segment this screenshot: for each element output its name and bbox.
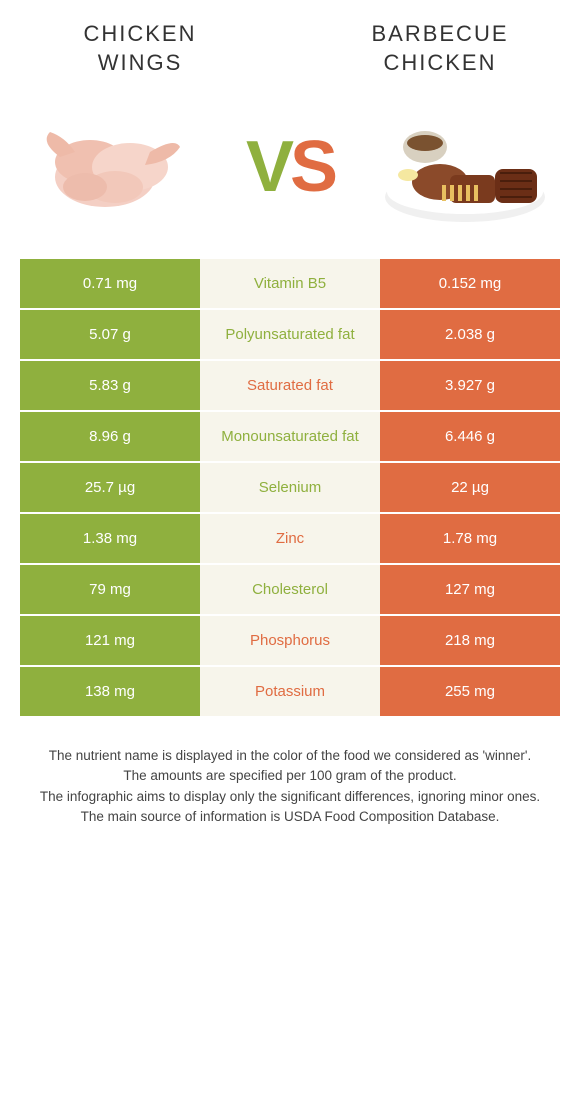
left-value: 1.38 mg xyxy=(20,514,200,563)
table-row: 79 mgCholesterol127 mg xyxy=(20,563,560,614)
nutrient-label: Selenium xyxy=(200,463,380,512)
nutrient-label: Vitamin B5 xyxy=(200,259,380,308)
right-title-line1: BARBECUE xyxy=(330,20,550,49)
nutrient-label: Potassium xyxy=(200,667,380,716)
left-title-line1: CHICKEN xyxy=(30,20,250,49)
right-value: 22 µg xyxy=(380,463,560,512)
vs-row: VS xyxy=(0,87,580,257)
right-value: 3.927 g xyxy=(380,361,560,410)
nutrient-label: Saturated fat xyxy=(200,361,380,410)
vs-label: VS xyxy=(246,126,334,208)
table-row: 25.7 µgSelenium22 µg xyxy=(20,461,560,512)
table-row: 0.71 mgVitamin B50.152 mg xyxy=(20,257,560,308)
left-value: 5.83 g xyxy=(20,361,200,410)
right-value: 0.152 mg xyxy=(380,259,560,308)
nutrient-label: Zinc xyxy=(200,514,380,563)
table-row: 8.96 gMonounsaturated fat6.446 g xyxy=(20,410,560,461)
nutrient-label: Phosphorus xyxy=(200,616,380,665)
table-row: 5.07 gPolyunsaturated fat2.038 g xyxy=(20,308,560,359)
left-value: 5.07 g xyxy=(20,310,200,359)
right-title-line2: CHICKEN xyxy=(330,49,550,78)
footnotes: The nutrient name is displayed in the co… xyxy=(0,716,580,847)
nutrient-label: Polyunsaturated fat xyxy=(200,310,380,359)
footnote-line: The amounts are specified per 100 gram o… xyxy=(15,766,565,786)
left-food-title: CHICKEN WINGS xyxy=(30,20,250,77)
vs-v: V xyxy=(246,127,290,207)
footnote-line: The main source of information is USDA F… xyxy=(15,807,565,827)
table-row: 1.38 mgZinc1.78 mg xyxy=(20,512,560,563)
table-row: 138 mgPotassium255 mg xyxy=(20,665,560,716)
left-value: 25.7 µg xyxy=(20,463,200,512)
left-value: 0.71 mg xyxy=(20,259,200,308)
header: CHICKEN WINGS BARBECUE CHICKEN xyxy=(0,0,580,87)
footnote-line: The nutrient name is displayed in the co… xyxy=(15,746,565,766)
nutrient-table: 0.71 mgVitamin B50.152 mg5.07 gPolyunsat… xyxy=(20,257,560,716)
left-value: 121 mg xyxy=(20,616,200,665)
left-value: 138 mg xyxy=(20,667,200,716)
vs-s: S xyxy=(290,127,334,207)
table-row: 121 mgPhosphorus218 mg xyxy=(20,614,560,665)
right-value: 6.446 g xyxy=(380,412,560,461)
nutrient-label: Monounsaturated fat xyxy=(200,412,380,461)
right-value: 218 mg xyxy=(380,616,560,665)
left-value: 8.96 g xyxy=(20,412,200,461)
left-title-line2: WINGS xyxy=(30,49,250,78)
right-food-title: BARBECUE CHICKEN xyxy=(330,20,550,77)
footnote-line: The infographic aims to display only the… xyxy=(15,787,565,807)
chicken-wings-icon xyxy=(30,97,200,237)
right-value: 1.78 mg xyxy=(380,514,560,563)
table-row: 5.83 gSaturated fat3.927 g xyxy=(20,359,560,410)
right-value: 255 mg xyxy=(380,667,560,716)
right-value: 2.038 g xyxy=(380,310,560,359)
barbecue-chicken-icon xyxy=(380,97,550,237)
left-value: 79 mg xyxy=(20,565,200,614)
nutrient-label: Cholesterol xyxy=(200,565,380,614)
right-value: 127 mg xyxy=(380,565,560,614)
